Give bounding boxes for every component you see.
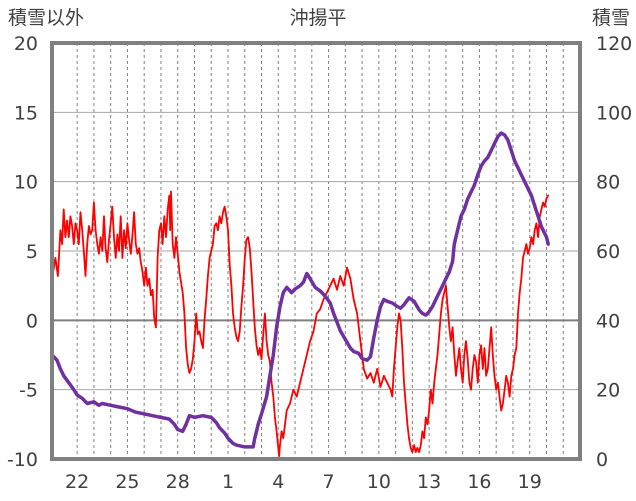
x-tick-label: 1 <box>222 471 234 493</box>
x-tick-label: 4 <box>272 471 284 493</box>
right-y-tick-label: 0 <box>596 449 608 471</box>
right-y-tick-label: 40 <box>596 310 620 332</box>
left-y-tick-label: -10 <box>7 449 38 471</box>
left-y-tick-labels: 20 15 10 5 0 -5 -10 <box>7 33 38 471</box>
left-y-tick-label: 15 <box>14 102 38 124</box>
left-y-tick-label: 0 <box>26 310 38 332</box>
chart-title: 沖揚平 <box>289 7 346 29</box>
x-tick-label: 16 <box>467 471 491 493</box>
other-series-line <box>51 190 550 458</box>
right-axis-label: 積雪 <box>592 7 630 29</box>
x-tick-label: 7 <box>323 471 335 493</box>
left-y-tick-label: 10 <box>14 172 38 194</box>
x-tick-label: 25 <box>115 471 139 493</box>
x-tick-label: 19 <box>518 471 542 493</box>
right-y-tick-label: 80 <box>596 172 620 194</box>
right-y-tick-label: 60 <box>596 241 620 263</box>
left-y-tick-label: 5 <box>26 241 38 263</box>
x-tick-label: 28 <box>166 471 190 493</box>
x-tick-label: 13 <box>417 471 441 493</box>
right-y-tick-label: 120 <box>596 33 632 55</box>
x-tick-label: 10 <box>367 471 391 493</box>
snow-series-line <box>50 131 550 449</box>
left-y-tick-label: 20 <box>14 33 38 55</box>
data-series <box>50 131 550 458</box>
left-axis-label: 積雪以外 <box>8 7 84 29</box>
right-y-tick-label: 100 <box>596 102 632 124</box>
right-y-tick-label: 20 <box>596 380 620 402</box>
plot-frame <box>50 41 582 461</box>
right-y-tick-labels: 120 100 80 60 40 20 0 <box>596 33 632 471</box>
x-tick-labels: 22 25 28 1 4 7 10 13 16 19 <box>65 471 542 493</box>
x-tick-label: 22 <box>65 471 89 493</box>
left-y-tick-label: -5 <box>19 380 38 402</box>
